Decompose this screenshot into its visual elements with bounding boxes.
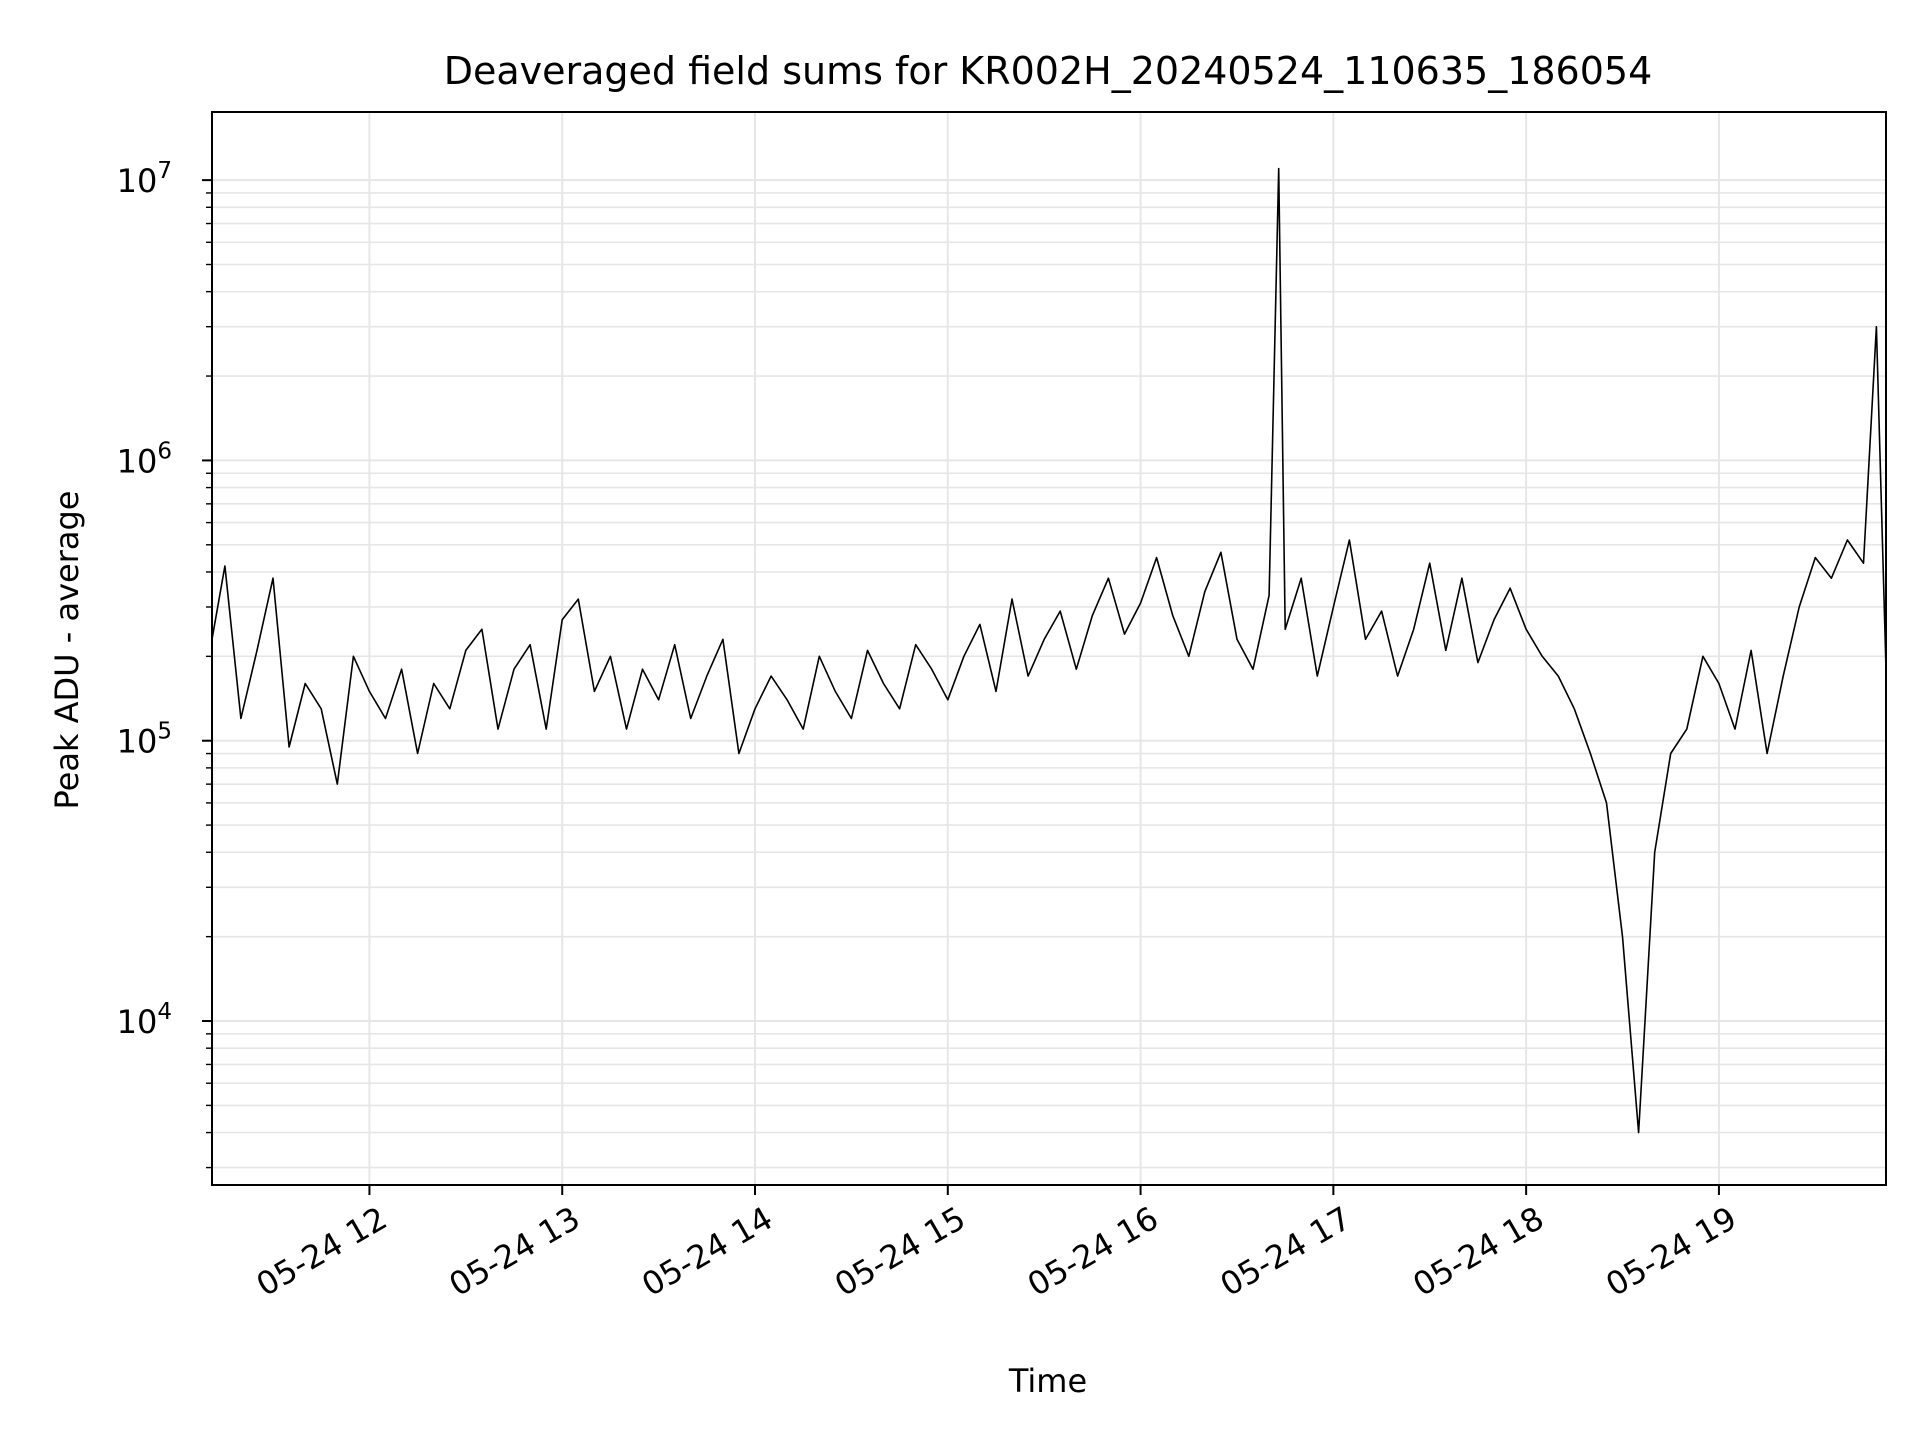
plot-frame — [211, 111, 1887, 1186]
x-tick-label: 05-24 16 — [1021, 1199, 1165, 1304]
y-tick-label: 104 — [117, 999, 172, 1041]
y-axis: 104 105 106 107 — [117, 158, 212, 1169]
x-tick-label: 05-24 13 — [443, 1199, 587, 1304]
x-tick-label: 05-24 19 — [1599, 1199, 1743, 1304]
chart-title: Deaveraged field sums for KR002H_2024052… — [444, 49, 1653, 93]
x-tick-label: 05-24 12 — [250, 1199, 394, 1304]
series-line — [211, 167, 1887, 1134]
grid-lines — [212, 112, 1886, 1185]
x-axis: 05-24 12 05-24 13 05-24 14 05-24 15 05-24 16… — [250, 1185, 1743, 1304]
x-tick-label: 05-24 15 — [828, 1199, 972, 1304]
x-axis-label: Time — [1008, 1362, 1087, 1400]
y-tick-label: 106 — [117, 438, 172, 480]
x-tick-label: 05-24 14 — [635, 1199, 779, 1304]
x-tick-label: 05-24 17 — [1214, 1199, 1358, 1304]
y-tick-label: 107 — [117, 158, 172, 200]
x-tick-label: 05-24 18 — [1407, 1199, 1551, 1304]
y-tick-label: 105 — [117, 719, 172, 761]
y-axis-label: Peak ADU - average — [48, 491, 86, 810]
